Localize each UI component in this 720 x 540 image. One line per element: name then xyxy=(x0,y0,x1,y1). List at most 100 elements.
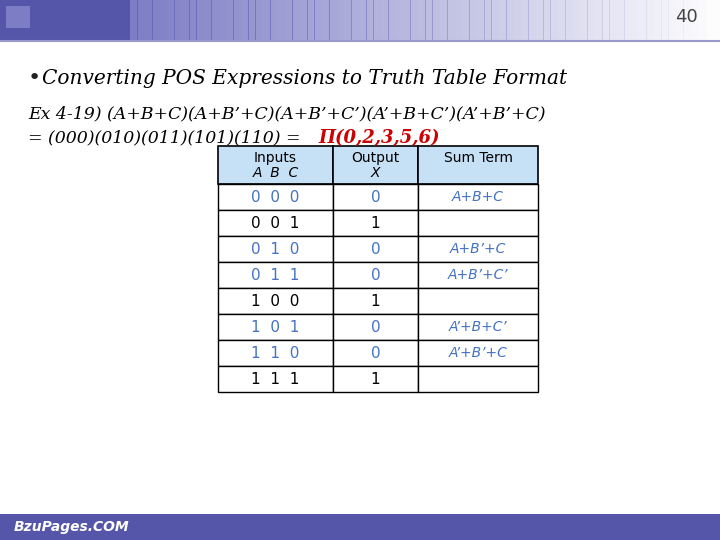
FancyBboxPatch shape xyxy=(683,0,691,40)
FancyBboxPatch shape xyxy=(344,0,352,40)
Text: 0  0  1: 0 0 1 xyxy=(251,215,300,231)
Text: A’+B+C’: A’+B+C’ xyxy=(449,320,508,334)
Text: A  B  C: A B C xyxy=(253,166,299,180)
FancyBboxPatch shape xyxy=(240,0,248,40)
FancyBboxPatch shape xyxy=(440,0,448,40)
FancyBboxPatch shape xyxy=(189,0,197,40)
FancyBboxPatch shape xyxy=(233,0,241,40)
FancyBboxPatch shape xyxy=(218,288,333,314)
FancyBboxPatch shape xyxy=(388,0,396,40)
FancyBboxPatch shape xyxy=(329,0,337,40)
FancyBboxPatch shape xyxy=(0,0,130,40)
FancyBboxPatch shape xyxy=(418,366,538,392)
FancyBboxPatch shape xyxy=(418,210,538,236)
FancyBboxPatch shape xyxy=(263,0,271,40)
Text: 1: 1 xyxy=(371,372,380,387)
FancyBboxPatch shape xyxy=(218,262,333,288)
FancyBboxPatch shape xyxy=(418,314,538,340)
FancyBboxPatch shape xyxy=(506,0,514,40)
FancyBboxPatch shape xyxy=(499,0,507,40)
FancyBboxPatch shape xyxy=(366,0,374,40)
FancyBboxPatch shape xyxy=(218,366,333,392)
FancyBboxPatch shape xyxy=(469,0,477,40)
FancyBboxPatch shape xyxy=(647,0,654,40)
FancyBboxPatch shape xyxy=(333,340,418,366)
FancyBboxPatch shape xyxy=(277,0,285,40)
FancyBboxPatch shape xyxy=(418,184,538,210)
FancyBboxPatch shape xyxy=(418,340,538,366)
FancyBboxPatch shape xyxy=(333,262,418,288)
FancyBboxPatch shape xyxy=(204,0,212,40)
FancyBboxPatch shape xyxy=(381,0,389,40)
FancyBboxPatch shape xyxy=(218,210,333,236)
FancyBboxPatch shape xyxy=(300,0,307,40)
FancyBboxPatch shape xyxy=(322,0,330,40)
FancyBboxPatch shape xyxy=(160,0,167,40)
Text: •: • xyxy=(28,68,41,88)
Text: Π(0,2,3,5,6): Π(0,2,3,5,6) xyxy=(318,129,439,147)
FancyBboxPatch shape xyxy=(333,184,418,210)
Text: A’+B’+C: A’+B’+C xyxy=(449,346,508,360)
FancyBboxPatch shape xyxy=(536,0,544,40)
FancyBboxPatch shape xyxy=(491,0,499,40)
Text: A+B’+C’: A+B’+C’ xyxy=(448,268,508,282)
FancyBboxPatch shape xyxy=(285,0,293,40)
Text: Output: Output xyxy=(351,151,400,165)
FancyBboxPatch shape xyxy=(333,210,418,236)
FancyBboxPatch shape xyxy=(580,0,588,40)
FancyBboxPatch shape xyxy=(484,0,492,40)
FancyBboxPatch shape xyxy=(181,0,189,40)
FancyBboxPatch shape xyxy=(138,0,145,40)
FancyBboxPatch shape xyxy=(565,0,573,40)
FancyBboxPatch shape xyxy=(588,0,595,40)
FancyBboxPatch shape xyxy=(374,0,382,40)
FancyBboxPatch shape xyxy=(256,0,264,40)
FancyBboxPatch shape xyxy=(543,0,551,40)
Text: 0: 0 xyxy=(371,346,380,361)
FancyBboxPatch shape xyxy=(218,0,226,40)
FancyBboxPatch shape xyxy=(418,236,538,262)
Text: 0: 0 xyxy=(371,267,380,282)
FancyBboxPatch shape xyxy=(550,0,558,40)
Text: 1  1  1: 1 1 1 xyxy=(251,372,300,387)
FancyBboxPatch shape xyxy=(333,288,418,314)
Text: BzuPages.COM: BzuPages.COM xyxy=(14,520,130,534)
FancyBboxPatch shape xyxy=(130,0,138,40)
FancyBboxPatch shape xyxy=(351,0,359,40)
FancyBboxPatch shape xyxy=(218,184,333,210)
FancyBboxPatch shape xyxy=(218,314,333,340)
Text: 1  0  1: 1 0 1 xyxy=(251,320,300,334)
FancyBboxPatch shape xyxy=(602,0,610,40)
FancyBboxPatch shape xyxy=(218,340,333,366)
FancyBboxPatch shape xyxy=(270,0,278,40)
FancyBboxPatch shape xyxy=(333,314,418,340)
FancyBboxPatch shape xyxy=(359,0,366,40)
FancyBboxPatch shape xyxy=(152,0,160,40)
FancyBboxPatch shape xyxy=(167,0,175,40)
FancyBboxPatch shape xyxy=(631,0,639,40)
FancyBboxPatch shape xyxy=(226,0,234,40)
FancyBboxPatch shape xyxy=(624,0,632,40)
FancyBboxPatch shape xyxy=(6,6,30,28)
FancyBboxPatch shape xyxy=(609,0,617,40)
Text: = (000)(010)(011)(101)(110) =: = (000)(010)(011)(101)(110) = xyxy=(28,130,306,146)
FancyBboxPatch shape xyxy=(395,0,403,40)
FancyBboxPatch shape xyxy=(333,146,418,184)
Text: 0  1  0: 0 1 0 xyxy=(251,241,300,256)
Text: 0: 0 xyxy=(371,320,380,334)
FancyBboxPatch shape xyxy=(410,0,418,40)
FancyBboxPatch shape xyxy=(0,514,720,540)
Text: X: X xyxy=(371,166,380,180)
FancyBboxPatch shape xyxy=(418,0,426,40)
FancyBboxPatch shape xyxy=(418,288,538,314)
FancyBboxPatch shape xyxy=(661,0,669,40)
FancyBboxPatch shape xyxy=(218,236,333,262)
FancyBboxPatch shape xyxy=(639,0,647,40)
Text: A+B’+C: A+B’+C xyxy=(450,242,506,256)
Text: A+B+C: A+B+C xyxy=(452,190,504,204)
FancyBboxPatch shape xyxy=(307,0,315,40)
FancyBboxPatch shape xyxy=(248,0,256,40)
FancyBboxPatch shape xyxy=(668,0,676,40)
Text: 0  1  1: 0 1 1 xyxy=(251,267,300,282)
FancyBboxPatch shape xyxy=(336,0,344,40)
